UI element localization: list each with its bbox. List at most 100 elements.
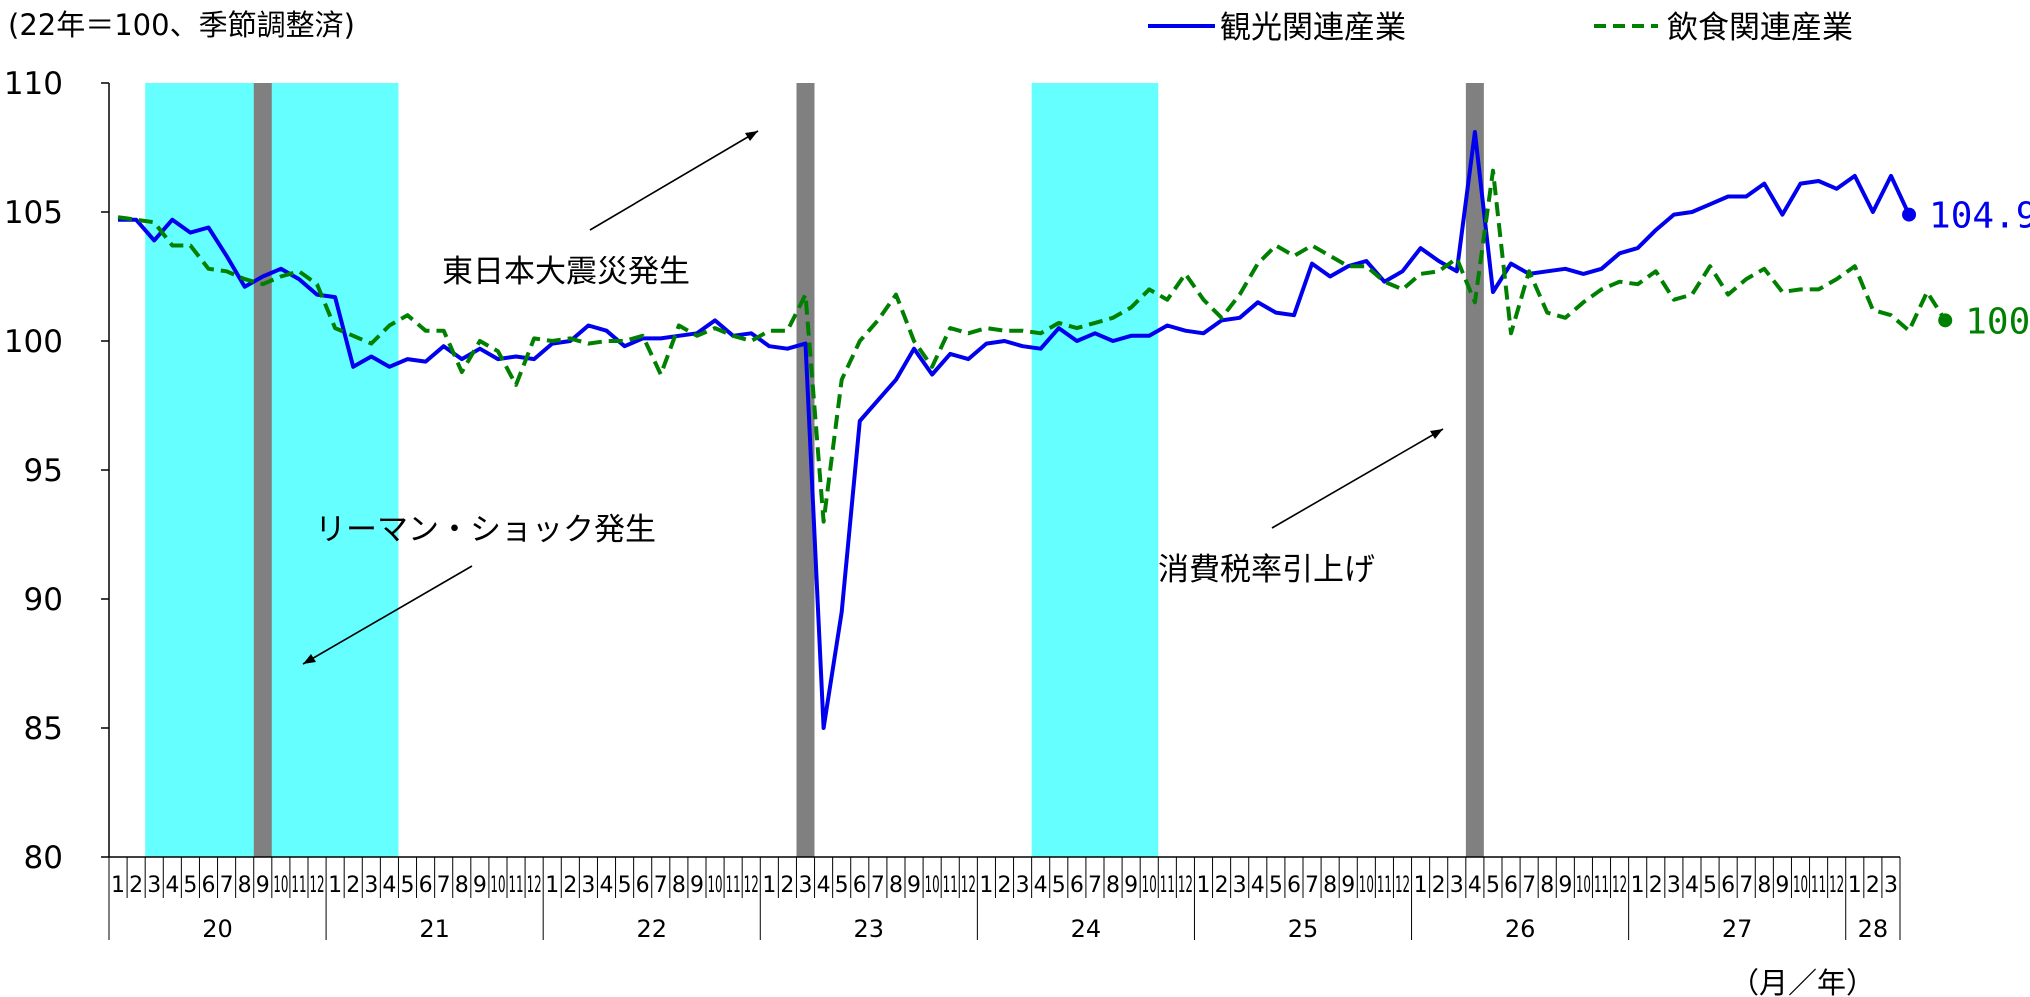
x-month-label: 10	[925, 873, 940, 898]
x-month-label: 10	[1142, 873, 1157, 898]
x-month-label: 6	[1504, 873, 1518, 898]
y-tick-label-85: 85	[24, 711, 63, 747]
x-month-label: 2	[1215, 873, 1229, 898]
x-month-label: 1	[111, 873, 125, 898]
shaded-period-1	[1031, 83, 1159, 857]
x-month-label: 6	[1070, 873, 1084, 898]
x-month-label: 3	[364, 873, 378, 898]
x-month-label: 10	[490, 873, 505, 898]
series-line-1	[117, 168, 1947, 524]
x-month-label: 3	[147, 873, 161, 898]
x-month-label: 8	[238, 873, 252, 898]
x-month-label: 5	[183, 873, 197, 898]
x-month-label: 1	[979, 873, 993, 898]
x-month-label: 5	[1269, 873, 1283, 898]
x-axis: 1 2 3 4 5 6 7 8 9 10 11 12 1 2 3 4 5 6 7 8 9 10 11 12 1 2 3 4 5 6 7 8 9 1…	[108, 856, 1901, 943]
annotation-lehman-arrow	[302, 565, 473, 665]
x-month-label: 7	[654, 873, 668, 898]
legend-label-food: 飲食関連産業	[1667, 10, 1853, 46]
series-end-label-0: 104.9	[1929, 196, 2030, 237]
x-month-label: 3	[1884, 873, 1898, 898]
x-month-label: 7	[220, 873, 234, 898]
x-year-label-22: 22	[636, 915, 667, 943]
x-year-label-21: 21	[419, 915, 450, 943]
series-end-marker-1	[1938, 313, 1953, 328]
y-axis: 80 85 90 95 100 105 110	[4, 66, 110, 876]
x-month-label: 8	[1106, 873, 1120, 898]
x-month-label: 2	[998, 873, 1012, 898]
x-month-label: 5	[1486, 873, 1500, 898]
x-month-label: 11	[1594, 873, 1609, 898]
x-month-label: 1	[1197, 873, 1211, 898]
x-month-label: 2	[1432, 873, 1446, 898]
x-month-label: 8	[1757, 873, 1771, 898]
x-month-label: 11	[1377, 873, 1392, 898]
x-month-label: 1	[328, 873, 342, 898]
x-year-label-28: 28	[1858, 915, 1889, 943]
x-month-label: 12	[527, 873, 542, 898]
x-month-label: 7	[437, 873, 451, 898]
x-month-label: 7	[1522, 873, 1536, 898]
x-month-label: 11	[943, 873, 958, 898]
annotations: 東日本大震災発生 リーマン・ショック発生 消費税率引上げ	[302, 130, 1444, 665]
x-month-label: 12	[744, 873, 759, 898]
y-tick-label-110: 110	[4, 66, 63, 102]
x-month-label: 4	[1251, 873, 1265, 898]
x-month-label: 4	[1034, 873, 1048, 898]
x-month-label: 11	[1811, 873, 1826, 898]
x-month-label: 9	[256, 873, 270, 898]
x-month-label: 4	[600, 873, 614, 898]
x-month-label: 12	[1395, 873, 1410, 898]
annotation-earthquake-arrowhead	[745, 131, 758, 141]
x-month-label: 5	[1052, 873, 1066, 898]
y-tick-label-90: 90	[24, 582, 63, 618]
x-month-label: 11	[1160, 873, 1175, 898]
x-month-label: 2	[346, 873, 360, 898]
series-line-0	[118, 130, 1911, 730]
x-month-label: 5	[401, 873, 415, 898]
x-month-label: 10	[1576, 873, 1591, 898]
x-month-label: 6	[853, 873, 867, 898]
x-month-label: 11	[291, 873, 306, 898]
series-end-marker-0	[1902, 207, 1917, 222]
x-month-label: 4	[165, 873, 179, 898]
x-month-label: 12	[961, 873, 976, 898]
x-month-label: 9	[690, 873, 704, 898]
x-month-label: 7	[871, 873, 885, 898]
x-month-label: 3	[799, 873, 813, 898]
x-month-label: 7	[1739, 873, 1753, 898]
x-month-label: 2	[129, 873, 143, 898]
annotation-lehman: リーマン・ショック発生	[315, 512, 656, 548]
x-month-label: 1	[1631, 873, 1645, 898]
x-month-label: 9	[1558, 873, 1572, 898]
x-month-label: 10	[273, 873, 288, 898]
y-tick-label-95: 95	[24, 453, 63, 489]
y-tick-label-105: 105	[4, 195, 63, 231]
x-month-label: 4	[1685, 873, 1699, 898]
event-bar-0	[253, 83, 272, 857]
unit-note: (22年＝100、季節調整済)	[8, 8, 355, 42]
x-month-label: 1	[1848, 873, 1862, 898]
event-bars	[253, 83, 1484, 857]
x-month-label: 1	[545, 873, 559, 898]
x-year-label-25: 25	[1288, 915, 1319, 943]
x-month-label: 10	[1359, 873, 1374, 898]
x-year-label-27: 27	[1722, 915, 1753, 943]
x-month-label: 4	[1468, 873, 1482, 898]
x-month-label: 11	[726, 873, 741, 898]
x-month-label: 1	[1414, 873, 1428, 898]
y-tick-label-80: 80	[24, 840, 63, 876]
annotation-earthquake-arrow	[589, 130, 759, 231]
x-year-label-20: 20	[202, 915, 233, 943]
x-month-label: 7	[1088, 873, 1102, 898]
x-month-label: 6	[1287, 873, 1301, 898]
x-month-label: 10	[1793, 873, 1808, 898]
x-month-label: 12	[1178, 873, 1193, 898]
x-month-label: 3	[581, 873, 595, 898]
x-month-label: 12	[309, 873, 324, 898]
annotation-tax-hike: 消費税率引上げ	[1158, 552, 1375, 588]
x-month-label: 6	[1721, 873, 1735, 898]
x-month-label: 8	[1540, 873, 1554, 898]
legend-label-tourism: 観光関連産業	[1220, 10, 1406, 46]
